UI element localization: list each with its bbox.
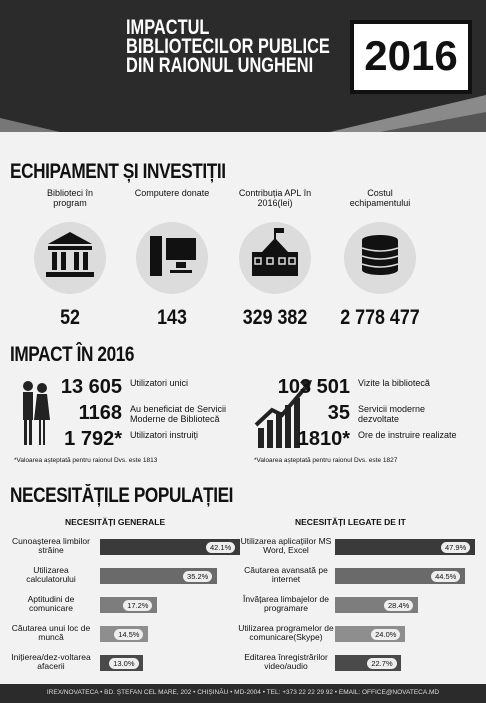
stat-label: Vizite la bibliotecă [358, 378, 468, 388]
equipment-label: Computere donate [132, 188, 212, 198]
need-label: Utilizarea programelor de comunicare(Sky… [232, 624, 340, 642]
subtitle: NECESITĂȚI GENERALE [65, 517, 165, 527]
stat-value: 1810* [298, 428, 350, 451]
value-label: 17.2% [123, 600, 152, 611]
value-label: 14.5% [114, 629, 143, 640]
section-title: NECESITĂȚILE POPULAȚIEI [10, 484, 233, 508]
stat-value: 13 605 [61, 376, 122, 399]
section-title: ECHIPAMENT ȘI INVESTIȚII [10, 160, 226, 184]
need-label: Căutarea unui loc de muncă [10, 624, 92, 642]
value-label: 42.1% [206, 542, 235, 553]
stat-value: 103 501 [278, 376, 350, 399]
note: *Valoarea așteptată pentru raionul Dvs. … [254, 457, 397, 464]
need-label: Utilizarea calculatorului [10, 566, 92, 584]
need-label: Editarea înregistrărilor video/audio [232, 653, 340, 671]
subtitle: NECESITĂȚI LEGATE DE IT [295, 517, 406, 527]
stat-value: 1 792* [64, 428, 122, 451]
value-label: 28.4% [384, 600, 413, 611]
need-label: Aptitudini de comunicare [10, 595, 92, 613]
value-label: 24.0% [371, 629, 400, 640]
equipment-label: Contribuția APL în 2016(lei) [235, 188, 315, 208]
stat-label: Servicii moderne dezvoltate [358, 404, 468, 424]
section-title: IMPACT ÎN 2016 [10, 343, 134, 367]
note: *Valoarea așteptată pentru raionul Dvs. … [14, 457, 157, 464]
need-label: Învățarea limbajelor de programare [232, 595, 340, 613]
need-label: Cunoașterea limbilor străine [10, 537, 92, 555]
value-label: 22.7% [367, 658, 396, 669]
stat-label: Au beneficiat de Servicii Moderne de Bib… [130, 404, 245, 424]
equipment-value: 329 382 [228, 306, 322, 330]
stat-value: 1168 [79, 402, 122, 425]
value-label: 44.5% [431, 571, 460, 582]
header-year: 2016 [352, 32, 470, 80]
equipment-label: Costul echipamentului [340, 188, 420, 208]
stat-value: 35 [328, 402, 350, 425]
header-title: IMPACTUL BIBLIOTECILOR PUBLICE DIN RAION… [126, 18, 337, 75]
equipment-value: 52 [23, 306, 117, 330]
stat-label: Utilizatori instruiți [130, 430, 245, 440]
footer: IREX/NOVATECA • BD. ȘTEFAN CEL MARE, 202… [0, 689, 486, 696]
need-label: Inițierea/dez-voltarea afacerii [10, 653, 92, 671]
need-label: Căutarea avansată pe internet [232, 566, 340, 584]
value-label: 35.2% [183, 571, 212, 582]
value-label: 47.9% [441, 542, 470, 553]
need-label: Utilizarea aplicațiilor MS Word, Excel [232, 537, 340, 555]
stat-label: Ore de instruire realizate [358, 430, 468, 440]
equipment-value: 143 [125, 306, 219, 330]
equipment-value: 2 778 477 [333, 306, 427, 330]
equipment-label: Biblioteci în program [30, 188, 110, 208]
value-label: 13.0% [109, 658, 138, 669]
infographic: IMPACTUL BIBLIOTECILOR PUBLICE DIN RAION… [0, 0, 486, 703]
stat-label: Utilizatori unici [130, 378, 245, 388]
